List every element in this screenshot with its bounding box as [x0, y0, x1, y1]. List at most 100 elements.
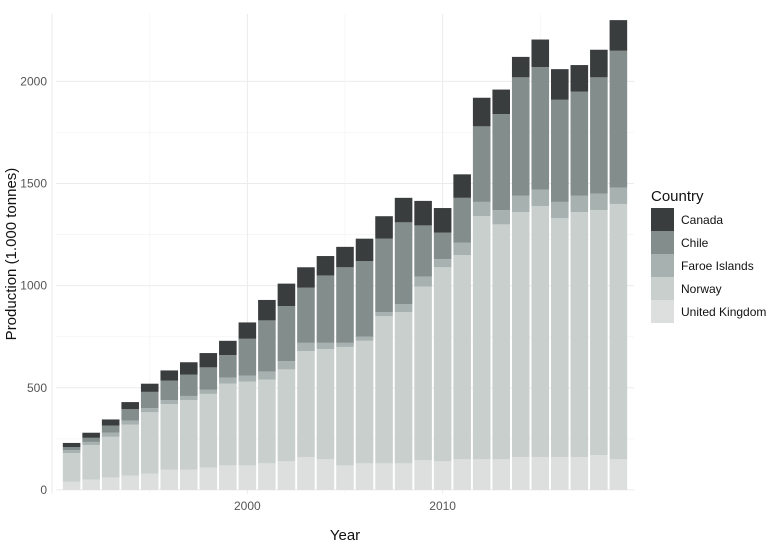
bar-segment-faroe-islands-2016: [551, 201, 569, 219]
bar-segment-canada-2015: [531, 39, 550, 68]
bar-segment-faroe-islands-2007: [375, 312, 393, 317]
bar-segment-united-kingdom-2019: [609, 459, 628, 490]
y-tick-label: 2000: [20, 74, 47, 88]
bar-segment-faroe-islands-2002: [277, 361, 296, 370]
bar-segment-united-kingdom-2006: [355, 463, 374, 490]
bar-segment-norway-2014: [511, 212, 530, 458]
bar-segment-united-kingdom-1992: [82, 479, 100, 490]
bar-segment-faroe-islands-1994: [121, 420, 139, 425]
bar-segment-united-kingdom-2018: [590, 455, 608, 490]
bar-segment-united-kingdom-2016: [551, 457, 569, 490]
bar-segment-united-kingdom-2017: [570, 457, 589, 490]
bar-segment-canada-2014: [511, 56, 530, 78]
bar-segment-faroe-islands-2000: [238, 375, 257, 382]
bar-segment-faroe-islands-2013: [492, 210, 511, 225]
bar-segment-canada-2019: [609, 20, 628, 51]
bar-segment-canada-2010: [433, 208, 452, 233]
bar-segment-faroe-islands-1995: [140, 408, 159, 413]
bar-segment-faroe-islands-1996: [160, 400, 179, 405]
y-axis-ticks: 0 500 1000 1500 2000: [20, 74, 47, 497]
bar-segment-canada-1999: [219, 340, 237, 356]
bar-segment-chile-1994: [121, 409, 139, 421]
bar-segment-faroe-islands-2018: [590, 193, 608, 211]
legend-label-faroe-islands: Faroe Islands: [681, 259, 754, 273]
bar-segment-canada-1991: [62, 442, 81, 448]
bar-segment-chile-1999: [219, 355, 237, 378]
bar-segment-faroe-islands-1998: [199, 389, 218, 394]
legend-label-united-kingdom: United Kingdom: [681, 305, 766, 319]
bar-segment-norway-2007: [375, 316, 393, 464]
bar-segment-norway-2016: [551, 218, 569, 458]
bar-segment-norway-2010: [433, 267, 452, 462]
bar-segment-faroe-islands-2017: [570, 195, 589, 213]
bar-segment-united-kingdom-2003: [297, 457, 315, 490]
bar-segment-faroe-islands-1999: [219, 377, 237, 384]
bar-segment-chile-2007: [375, 238, 393, 313]
bar-segment-chile-2011: [453, 197, 471, 243]
x-tick-label: 2010: [429, 499, 456, 513]
bar-segment-canada-2008: [394, 197, 413, 223]
bar-segment-united-kingdom-1997: [179, 469, 198, 490]
bar-segment-norway-2012: [472, 216, 491, 460]
bar-segment-united-kingdom-2012: [472, 459, 491, 490]
bar-segment-chile-2009: [414, 225, 432, 277]
legend: Country Canada Chile Faroe Islands Norway Un…: [651, 188, 766, 323]
bar-segment-chile-2017: [570, 91, 589, 196]
bar-segment-canada-2012: [472, 97, 491, 127]
bar-segment-united-kingdom-1991: [62, 481, 81, 490]
legend-label-chile: Chile: [681, 236, 709, 250]
bar-segment-united-kingdom-1999: [219, 465, 237, 490]
x-axis-title: Year: [330, 527, 360, 544]
bar-segment-chile-2015: [531, 67, 550, 190]
bar-segment-chile-2004: [316, 275, 335, 343]
bar-segment-chile-2002: [277, 306, 296, 362]
bar-segment-canada-2002: [277, 283, 296, 307]
bar-segment-chile-1992: [82, 437, 100, 442]
bar-segment-chile-2013: [492, 114, 511, 211]
bar-segment-united-kingdom-1995: [140, 473, 159, 490]
bar-segment-united-kingdom-2007: [375, 463, 393, 490]
bar-segment-canada-1992: [82, 432, 100, 438]
bar-segment-norway-2006: [355, 340, 374, 464]
bar-segment-norway-2013: [492, 224, 511, 460]
bar-segment-faroe-islands-2012: [472, 201, 491, 217]
bar-segment-norway-2001: [258, 379, 276, 464]
bar-segment-faroe-islands-2003: [297, 342, 315, 352]
bar-segment-norway-2008: [394, 312, 413, 464]
bar-segment-chile-2018: [590, 77, 608, 194]
bar-segment-canada-2000: [238, 322, 257, 339]
bar-segment-chile-2019: [609, 50, 628, 188]
bar-segment-united-kingdom-2001: [258, 463, 276, 490]
bar-segment-chile-1991: [62, 447, 81, 451]
bar-segment-chile-1997: [179, 374, 198, 396]
y-axis-title: Production (1.000 tonnes): [3, 168, 20, 341]
legend-key-faroe-islands: [651, 254, 674, 277]
bar-segment-united-kingdom-2005: [336, 465, 354, 490]
bar-segment-canada-2011: [453, 174, 471, 198]
bar-segment-norway-1997: [179, 400, 198, 470]
legend-label-norway: Norway: [681, 282, 722, 296]
bar-segment-faroe-islands-1992: [82, 441, 100, 445]
legend-key-chile: [651, 231, 674, 254]
bar-segment-faroe-islands-2006: [355, 336, 374, 341]
bar-segment-faroe-islands-1991: [62, 450, 81, 454]
bar-segment-norway-1998: [199, 393, 218, 468]
bar-segment-faroe-islands-1997: [179, 395, 198, 401]
bar-segment-chile-2014: [511, 77, 530, 196]
bar-segment-norway-2018: [590, 210, 608, 456]
bar-segment-norway-1996: [160, 404, 179, 470]
bar-segment-canada-2013: [492, 89, 511, 115]
bar-segment-chile-2003: [297, 287, 315, 343]
bar-segment-canada-1998: [199, 353, 218, 368]
bar-segment-chile-2001: [258, 320, 276, 372]
bar-segment-canada-2004: [316, 256, 335, 276]
bar-segment-canada-1996: [160, 370, 179, 381]
bar-segment-chile-2005: [336, 267, 354, 343]
bar-segment-faroe-islands-2019: [609, 187, 628, 204]
bar-segment-united-kingdom-2013: [492, 459, 511, 490]
bar-segment-chile-2016: [551, 99, 569, 202]
bar-segment-canada-2009: [414, 200, 432, 226]
bar-segment-faroe-islands-1993: [101, 432, 120, 437]
bar-segment-canada-1997: [179, 362, 198, 375]
